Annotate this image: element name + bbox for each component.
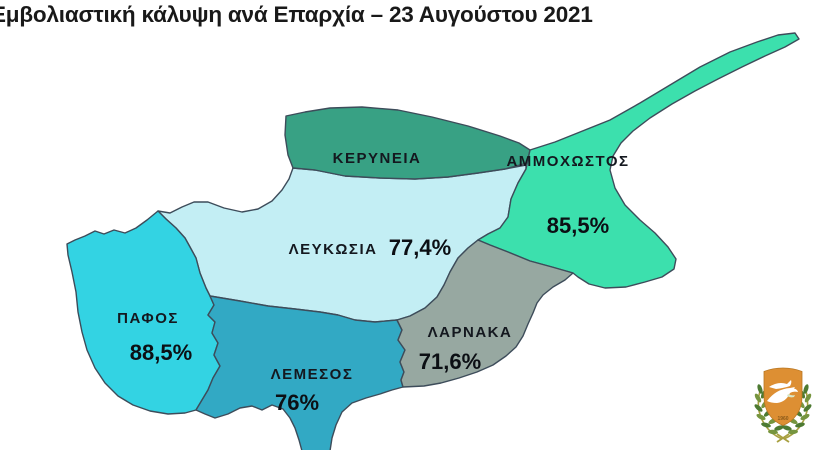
label-larnaca: ΛΑΡΝΑΚΑ — [428, 324, 513, 341]
label-limassol: ΛΕΜΕΣΟΣ — [271, 366, 354, 383]
page-title: Εμβολιαστική κάλυψη ανά Επαρχία – 23 Αυγ… — [0, 2, 593, 27]
district-kyrenia — [284, 106, 531, 180]
district-larnaca — [396, 239, 574, 388]
district-limassol — [195, 295, 406, 450]
value-limassol: 76% — [275, 390, 319, 415]
label-famagusta: ΑΜΜΟΧΩΣΤΟΣ — [506, 153, 629, 170]
emblem-year: 1960 — [777, 416, 788, 422]
label-nicosia: ΛΕΥΚΩΣΙΑ — [289, 241, 378, 258]
label-kyrenia: ΚΕΡΥΝΕΙΑ — [333, 150, 422, 167]
value-paphos: 88,5% — [130, 340, 192, 365]
cyprus-coat-of-arms-icon: 1960 — [754, 367, 812, 443]
value-larnaca: 71,6% — [419, 349, 481, 374]
value-nicosia: 77,4% — [389, 235, 451, 260]
district-paphos — [66, 210, 221, 415]
olive-branches — [754, 384, 812, 443]
dove-icon — [767, 380, 798, 403]
label-paphos: ΠΑΦΟΣ — [117, 310, 179, 327]
value-famagusta: 85,5% — [547, 213, 609, 238]
